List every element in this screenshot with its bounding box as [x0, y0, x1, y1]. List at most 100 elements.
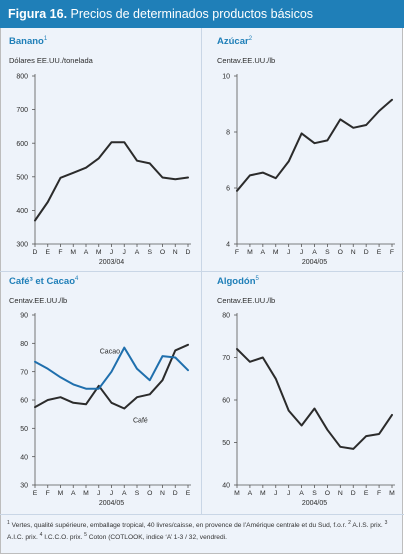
y-tick-label: 40 — [222, 483, 230, 490]
x-tick-label: J — [274, 490, 277, 497]
x-tick-label: O — [160, 249, 165, 256]
x-tick-label: F — [235, 249, 239, 256]
y-tick-label: 60 — [20, 398, 28, 405]
x-tick-label: N — [160, 490, 165, 497]
x-tick-label: E — [45, 249, 50, 256]
x-tick-label: A — [135, 249, 140, 256]
x-tick-label: E — [186, 490, 191, 497]
x-tick-label: J — [110, 490, 113, 497]
x-tick-label: N — [351, 249, 356, 256]
y-tick-label: 500 — [16, 174, 28, 181]
y-tick-label: 40 — [20, 454, 28, 461]
panel-title: Café³ et Cacao4 — [9, 276, 79, 288]
y-tick-label: 30 — [20, 483, 28, 490]
series-line-café — [34, 343, 189, 410]
x-tick-label: F — [390, 249, 394, 256]
x-tick-label: E — [364, 490, 369, 497]
x-tick-label: E — [33, 490, 38, 497]
y-tick-label: 700 — [16, 107, 28, 114]
x-axis-label: 2004/05 — [302, 259, 327, 266]
series-line-main — [236, 348, 393, 450]
x-axis-label: 2004/05 — [99, 500, 124, 507]
panel-title: Banano1 — [9, 36, 48, 48]
x-tick-label: M — [96, 249, 102, 256]
panel-divider-horizontal — [0, 271, 404, 272]
series-line-cacao — [34, 346, 189, 390]
x-axis-label: 2004/05 — [302, 500, 327, 507]
chart-panel-algodon: Algodón5 Centav.EE.UU./lb 40 50 60 70 80 M A M J… — [202, 272, 404, 514]
x-tick-label: S — [135, 490, 140, 497]
x-tick-label: O — [338, 249, 343, 256]
footnote-divider — [0, 514, 404, 515]
x-tick-label: M — [389, 490, 395, 497]
x-tick-label: J — [287, 490, 290, 497]
x-tick-label: D — [186, 249, 191, 256]
x-tick-label: J — [123, 249, 126, 256]
chart-panel-cafe-cacao: Café³ et Cacao4 Centav.EE.UU./lb 30 40 50 6… — [0, 272, 201, 514]
y-tick-label: 90 — [20, 313, 28, 320]
panel-unit: Centav.EE.UU./lb — [9, 296, 68, 305]
panel-unit: Centav.EE.UU./lb — [217, 296, 276, 305]
figure-header: Figura 16. Precios de determinados produ… — [0, 0, 404, 28]
x-tick-label: A — [312, 249, 317, 256]
x-tick-label: N — [338, 490, 343, 497]
x-tick-label: S — [147, 249, 152, 256]
x-tick-label: D — [351, 490, 356, 497]
y-tick-label: 70 — [20, 369, 28, 376]
footnote: 1 Vertes, qualité supérieure, emballage … — [7, 520, 388, 541]
series-label-cacao: Cacao — [100, 348, 120, 355]
y-tick-label: 70 — [222, 355, 230, 362]
figure-label: Figura 16. — [8, 7, 68, 21]
series-line-main — [34, 141, 189, 222]
x-tick-label: J — [97, 490, 100, 497]
x-tick-label: A — [84, 249, 89, 256]
x-tick-label: N — [173, 249, 178, 256]
y-tick-label: 50 — [20, 426, 28, 433]
x-tick-label: M — [247, 249, 253, 256]
x-tick-label: O — [147, 490, 152, 497]
series-label-cafe: Café — [133, 418, 148, 425]
x-tick-label: M — [260, 490, 266, 497]
y-tick-label: 800 — [16, 74, 28, 81]
panel-title: Algodón5 — [217, 276, 259, 288]
y-tick-label: 300 — [16, 242, 28, 249]
x-tick-label: D — [173, 490, 178, 497]
chart-panel-azucar: Azúcar2 Centav.EE.UU./lb 4 6 8 10 F M A M J J A S O N… — [202, 28, 404, 271]
y-tick-label: 10 — [222, 74, 230, 81]
x-tick-label: S — [312, 490, 317, 497]
y-tick-label: 6 — [226, 186, 230, 193]
x-tick-label: J — [300, 249, 303, 256]
x-tick-label: J — [110, 249, 113, 256]
series-line-main — [236, 98, 393, 192]
panel-unit: Centav.EE.UU./lb — [217, 56, 276, 65]
chart-panel-banano: Banano1 Dólares EE.UU./tonelada 300 400 50… — [0, 28, 201, 271]
y-tick-label: 600 — [16, 141, 28, 148]
y-tick-label: 4 — [226, 242, 230, 249]
x-tick-label: O — [325, 490, 330, 497]
x-tick-label: A — [261, 249, 266, 256]
panel-title: Azúcar2 — [217, 36, 253, 48]
x-tick-label: S — [325, 249, 330, 256]
x-tick-label: F — [58, 249, 62, 256]
x-tick-label: A — [299, 490, 304, 497]
x-tick-label: E — [377, 249, 382, 256]
x-tick-label: M — [234, 490, 240, 497]
x-tick-label: F — [377, 490, 381, 497]
x-tick-label: D — [33, 249, 38, 256]
x-tick-label: M — [273, 249, 279, 256]
y-tick-label: 80 — [20, 341, 28, 348]
y-tick-label: 8 — [226, 130, 230, 137]
x-tick-label: F — [46, 490, 50, 497]
x-tick-label: M — [58, 490, 64, 497]
y-tick-label: 400 — [16, 208, 28, 215]
panel-unit: Dólares EE.UU./tonelada — [9, 56, 93, 65]
figure-title: Precios de determinados productos básico… — [70, 7, 314, 21]
x-tick-label: M — [70, 249, 76, 256]
x-tick-label: M — [83, 490, 89, 497]
x-tick-label: A — [71, 490, 76, 497]
x-tick-label: D — [364, 249, 369, 256]
